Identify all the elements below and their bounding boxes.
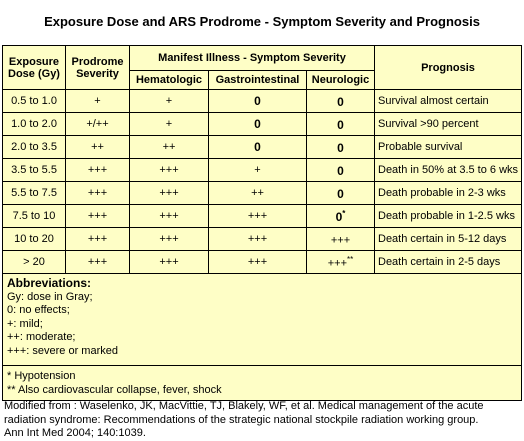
neuro-value: +++ (327, 257, 348, 270)
cell-hematologic: + (129, 112, 209, 136)
table-row: 0.5 to 1.0 + + 0 0 Survival almost certa… (2, 89, 522, 113)
cell-dose: 7.5 to 10 (2, 204, 66, 228)
cell-hematologic: ++ (129, 135, 209, 159)
cell-prognosis: Death certain in 2-5 days (374, 250, 522, 274)
page-title: Exposure Dose and ARS Prodrome - Symptom… (44, 14, 480, 29)
header-manifest-illness: Manifest Illness - Symptom Severity (129, 45, 375, 71)
neuro-value: 0 (337, 94, 344, 109)
cell-prodrome: +++ (65, 181, 130, 205)
cell-prognosis: Probable survival (374, 135, 522, 159)
cell-neurologic: +++ (306, 227, 375, 251)
header-dose: Exposure Dose (Gy) (2, 45, 66, 90)
cell-gastrointestinal: 0 (208, 112, 307, 136)
cell-hematologic: +++ (129, 181, 209, 205)
cell-gastrointestinal: 0 (208, 89, 307, 113)
neuro-value: 0 (337, 186, 344, 201)
cell-dose: 5.5 to 7.5 (2, 181, 66, 205)
cell-neurologic: 0 (306, 135, 375, 159)
header-gastrointestinal: Gastrointestinal (208, 70, 307, 90)
header-neurologic: Neurologic (306, 70, 375, 90)
cell-prognosis: Survival almost certain (374, 89, 522, 113)
cell-prodrome: +++ (65, 227, 130, 251)
header-prodrome: Prodrome Severity (65, 45, 130, 90)
abbreviations-heading: Abbreviations: (7, 276, 92, 290)
cell-dose: 0.5 to 1.0 (2, 89, 66, 113)
citation-line: radiation syndrome: Recommendations of t… (4, 413, 479, 426)
cell-prodrome: +++ (65, 204, 130, 228)
cell-prodrome: +++ (65, 158, 130, 182)
cell-hematologic: + (129, 89, 209, 113)
neuro-value: +++ (330, 234, 351, 247)
footnote-hypotension: * Hypotension (7, 370, 76, 382)
cell-dose: 3.5 to 5.5 (2, 158, 66, 182)
abbreviation-item: ++: moderate; (7, 331, 76, 343)
footnotes-panel: * Hypotension ** Also cardiovascular col… (2, 365, 522, 401)
cell-gastrointestinal: +++ (208, 250, 307, 274)
neuro-footnote-mark: ** (347, 254, 354, 264)
cell-hematologic: +++ (129, 250, 209, 274)
cell-prognosis: Death certain in 5-12 days (374, 227, 522, 251)
cell-hematologic: +++ (129, 227, 209, 251)
cell-neurologic: 0 (306, 112, 375, 136)
table-row: 2.0 to 3.5 ++ ++ 0 0 Probable survival (2, 135, 522, 159)
cell-neurologic: +++** (306, 250, 375, 274)
cell-dose: > 20 (2, 250, 66, 274)
abbreviations-panel: Abbreviations: Gy: dose in Gray; 0: no e… (2, 273, 522, 366)
cell-dose: 10 to 20 (2, 227, 66, 251)
cell-prodrome: +/++ (65, 112, 130, 136)
header-prognosis: Prognosis (374, 45, 522, 90)
footnote-cardiovascular: ** Also cardiovascular collapse, fever, … (7, 384, 222, 396)
table-row: 3.5 to 5.5 +++ +++ + 0 Death in 50% at 3… (2, 158, 522, 182)
cell-gastrointestinal: +++ (208, 227, 307, 251)
cell-prodrome: ++ (65, 135, 130, 159)
abbreviation-item: +++: severe or marked (7, 344, 118, 357)
cell-gastrointestinal: ++ (208, 181, 307, 205)
citation-line: Ann Int Med 2004; 140:1039. (4, 427, 146, 439)
cell-prognosis: Survival >90 percent (374, 112, 522, 136)
source-citation: Modified from : Waselenko, JK, MacVittie… (4, 400, 520, 441)
cell-prodrome: + (65, 89, 130, 113)
abbreviation-item: Gy: dose in Gray; (7, 290, 93, 303)
cell-hematologic: +++ (129, 158, 209, 182)
cell-neurologic: 0 (306, 89, 375, 113)
ars-table: Exposure Dose (Gy) Prodrome Severity Man… (2, 45, 522, 401)
cell-neurologic: 0 (306, 181, 375, 205)
cell-prognosis: Death in 50% at 3.5 to 6 wks (374, 158, 522, 182)
table-row: 7.5 to 10 +++ +++ +++ 0* Death probable … (2, 204, 522, 228)
table-row: 5.5 to 7.5 +++ +++ ++ 0 Death probable i… (2, 181, 522, 205)
table-row: > 20 +++ +++ +++ +++** Death certain in … (2, 250, 522, 274)
table-row: 1.0 to 2.0 +/++ + 0 0 Survival >90 perce… (2, 112, 522, 136)
citation-line: Modified from : Waselenko, JK, MacVittie… (4, 400, 484, 412)
abbreviation-item: 0: no effects; (7, 304, 70, 316)
abbreviation-item: +: mild; (7, 317, 43, 330)
cell-gastrointestinal: + (208, 158, 307, 182)
cell-dose: 2.0 to 3.5 (2, 135, 66, 159)
neuro-value: 0 (335, 209, 343, 224)
neuro-value: 0 (337, 117, 344, 132)
cell-neurologic: 0* (306, 204, 375, 228)
cell-dose: 1.0 to 2.0 (2, 112, 66, 136)
neuro-value: 0 (337, 140, 344, 155)
cell-prodrome: +++ (65, 250, 130, 274)
neuro-value: 0 (337, 163, 344, 178)
cell-gastrointestinal: +++ (208, 204, 307, 228)
table-row: 10 to 20 +++ +++ +++ +++ Death certain i… (2, 227, 522, 251)
cell-hematologic: +++ (129, 204, 209, 228)
header-hematologic: Hematologic (129, 70, 209, 90)
cell-gastrointestinal: 0 (208, 135, 307, 159)
cell-prognosis: Death probable in 2-3 wks (374, 181, 522, 205)
cell-neurologic: 0 (306, 158, 375, 182)
neuro-footnote-mark: * (342, 208, 346, 218)
cell-prognosis: Death probable in 1-2.5 wks (374, 204, 522, 228)
